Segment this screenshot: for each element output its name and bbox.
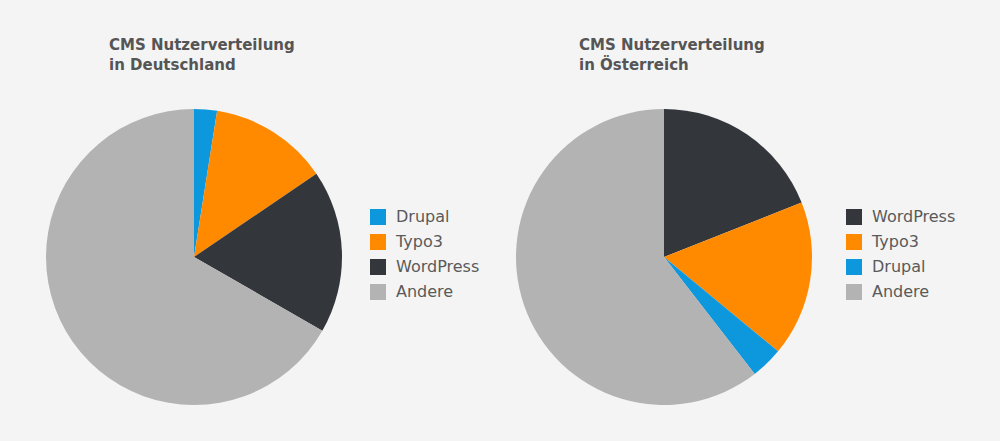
html-text:Typo3: Typo3 <box>872 232 919 251</box>
html-text:Drupal: Drupal <box>396 207 450 226</box>
svg-text:CMS Nutzerverteilungin Deutsch: CMS Nutzerverteilungin Deutschland <box>109 36 295 74</box>
html-text:WordPress: WordPress <box>396 257 480 276</box>
html-text:Andere: Andere <box>396 282 454 301</box>
html-text:Typo3: Typo3 <box>396 232 443 251</box>
html-text:Andere: Andere <box>872 282 930 301</box>
html-text:WordPress: WordPress <box>872 207 956 226</box>
html-text:Drupal: Drupal <box>872 257 926 276</box>
svg-text:CMS Nutzerverteilungin Österre: CMS Nutzerverteilungin Österreich <box>579 36 765 74</box>
